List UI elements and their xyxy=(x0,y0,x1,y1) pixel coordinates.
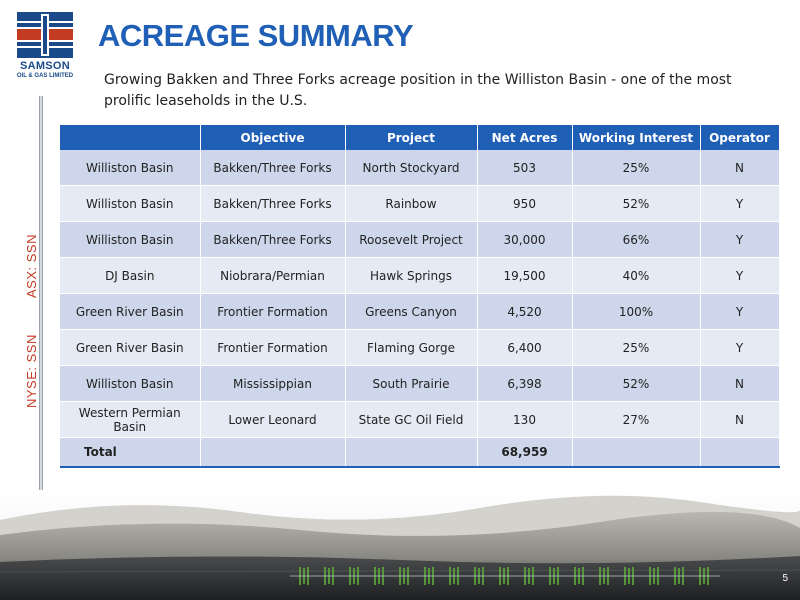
table-cell: Green River Basin xyxy=(60,329,201,366)
table-cell xyxy=(200,437,346,468)
table-cell: N xyxy=(700,150,780,186)
column-header: Working Interest xyxy=(572,125,701,150)
table-row: Williston Basin Mississippian South Prai… xyxy=(60,365,780,402)
column-header: Project xyxy=(345,125,478,150)
table-cell: Y xyxy=(700,293,780,330)
table-cell: 950 xyxy=(477,185,573,222)
table-cell: Bakken/Three Forks xyxy=(200,150,346,186)
table-cell: Flaming Gorge xyxy=(345,329,478,366)
table-total-row: Total 68,959 xyxy=(60,437,780,468)
page-number: 5 xyxy=(782,573,788,584)
table-cell: 52% xyxy=(572,365,701,402)
table-cell: 100% xyxy=(572,293,701,330)
table-row: DJ Basin Niobrara/Permian Hawk Springs 1… xyxy=(60,257,780,294)
table-cell: Greens Canyon xyxy=(345,293,478,330)
table-cell: 130 xyxy=(477,401,573,438)
table-cell: Y xyxy=(700,329,780,366)
table-cell: Niobrara/Permian xyxy=(200,257,346,294)
table-cell: North Stockyard xyxy=(345,150,478,186)
total-net-acres: 68,959 xyxy=(477,437,573,468)
table-cell: South Prairie xyxy=(345,365,478,402)
table-cell: 25% xyxy=(572,150,701,186)
table-header-row: Objective Project Net Acres Working Inte… xyxy=(60,125,780,150)
table-row: Williston Basin Bakken/Three Forks Roose… xyxy=(60,221,780,258)
table-cell: Roosevelt Project xyxy=(345,221,478,258)
page-subtitle: Growing Bakken and Three Forks acreage p… xyxy=(104,72,732,109)
table-cell: Frontier Formation xyxy=(200,329,346,366)
table-cell: Williston Basin xyxy=(60,221,201,258)
table-row: Williston Basin Bakken/Three Forks Rainb… xyxy=(60,185,780,222)
table-cell: 30,000 xyxy=(477,221,573,258)
column-header: Operator xyxy=(700,125,780,150)
table-cell xyxy=(345,437,478,468)
table-cell: 6,400 xyxy=(477,329,573,366)
table-cell: 25% xyxy=(572,329,701,366)
table-row: Green River Basin Frontier Formation Fla… xyxy=(60,329,780,366)
table-cell: Williston Basin xyxy=(60,365,201,402)
table-cell: Williston Basin xyxy=(60,185,201,222)
logo-subtitle: OIL & GAS LIMITED xyxy=(16,73,74,79)
table-cell: 4,520 xyxy=(477,293,573,330)
table-cell: Rainbow xyxy=(345,185,478,222)
column-header xyxy=(60,125,201,150)
table-cell: Y xyxy=(700,257,780,294)
table-cell: Y xyxy=(700,185,780,222)
table-cell: 66% xyxy=(572,221,701,258)
table-cell: N xyxy=(700,401,780,438)
table-cell xyxy=(700,437,780,468)
table-row: Williston Basin Bakken/Three Forks North… xyxy=(60,150,780,186)
table-cell: 27% xyxy=(572,401,701,438)
asx-ticker: ASX: SSN xyxy=(24,234,39,298)
table-cell: Bakken/Three Forks xyxy=(200,185,346,222)
total-label: Total xyxy=(60,437,201,468)
table-cell: Lower Leonard xyxy=(200,401,346,438)
table-cell: Frontier Formation xyxy=(200,293,346,330)
page-title: ACREAGE SUMMARY xyxy=(98,18,414,53)
table-cell: Hawk Springs xyxy=(345,257,478,294)
acreage-table: Objective Project Net Acres Working Inte… xyxy=(60,125,780,468)
table-cell: 6,398 xyxy=(477,365,573,402)
table-cell: 52% xyxy=(572,185,701,222)
table-cell: DJ Basin xyxy=(60,257,201,294)
landscape-decoration xyxy=(0,490,800,600)
table-row: Western Permian Basin Lower Leonard Stat… xyxy=(60,401,780,438)
table-row: Green River Basin Frontier Formation Gre… xyxy=(60,293,780,330)
table-cell: 40% xyxy=(572,257,701,294)
table-cell: N xyxy=(700,365,780,402)
table-cell: 19,500 xyxy=(477,257,573,294)
table-cell: Bakken/Three Forks xyxy=(200,221,346,258)
logo-name: SAMSON xyxy=(19,60,71,72)
table-cell: 503 xyxy=(477,150,573,186)
table-cell: Western Permian Basin xyxy=(60,401,201,438)
table-cell: Mississippian xyxy=(200,365,346,402)
table-cell: Williston Basin xyxy=(60,150,201,186)
column-header: Objective xyxy=(200,125,346,150)
column-header: Net Acres xyxy=(477,125,573,150)
table-cell: Green River Basin xyxy=(60,293,201,330)
table-cell: Y xyxy=(700,221,780,258)
table-cell xyxy=(572,437,701,468)
table-cell: State GC Oil Field xyxy=(345,401,478,438)
company-logo: SAMSON OIL & GAS LIMITED xyxy=(14,12,76,79)
samson-logo-mark xyxy=(17,12,73,58)
nyse-ticker: NYSE: SSN xyxy=(24,334,39,408)
